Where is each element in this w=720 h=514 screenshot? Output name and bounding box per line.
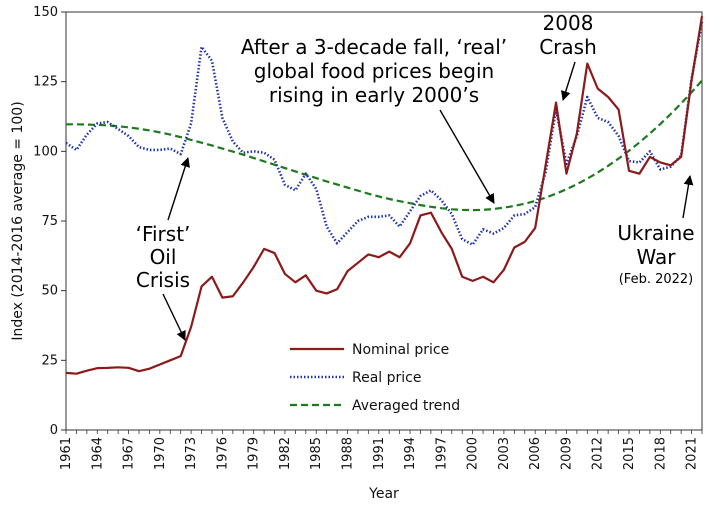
- legend-label: Nominal price: [352, 342, 449, 358]
- oil-crisis-up-arrow: [167, 157, 190, 221]
- crash-arrow: [560, 61, 576, 101]
- oil-line-2: Oil: [150, 245, 177, 269]
- x-axis-ticks: 1961 1964 1967 1970 1973 1976 1979 1982 1985 1988…: [59, 430, 703, 470]
- x-tick-label: 1982: [278, 437, 293, 470]
- y-tick-label: 125: [33, 75, 58, 90]
- y-axis-ticks: 0 25 50 75 100 125 150: [33, 5, 66, 438]
- headline-line-2: global food prices begin: [254, 59, 494, 83]
- series-line-real-price: [65, 21, 704, 246]
- legend-label: Real price: [352, 370, 421, 386]
- oil-crisis-annotation: ‘First’ Oil Crisis: [136, 222, 191, 292]
- x-tick-label: 1967: [122, 437, 137, 470]
- legend: Nominal price Real price Averaged trend: [290, 342, 460, 414]
- x-tick-label: 2006: [528, 437, 543, 470]
- headline-line-3: rising in early 2000’s: [269, 83, 479, 107]
- crash-line-2: Crash: [539, 35, 597, 59]
- y-tick-label: 0: [50, 423, 58, 438]
- y-tick-label: 75: [41, 214, 58, 229]
- crash-annotation: 2008 Crash: [539, 11, 597, 59]
- x-tick-label: 1985: [309, 437, 324, 470]
- headline-annotation: After a 3-decade fall, ‘real’ global foo…: [241, 35, 507, 107]
- oil-line-1: ‘First’: [136, 222, 191, 246]
- x-tick-label: 2000: [466, 437, 481, 470]
- x-tick-label: 1961: [59, 437, 74, 470]
- y-tick-label: 150: [33, 5, 58, 20]
- series-line-nominal-price: [65, 16, 704, 375]
- ukraine-annotation: Ukraine War (Feb. 2022): [617, 221, 694, 287]
- series-layer: [65, 16, 704, 375]
- x-tick-label: 2003: [497, 437, 512, 470]
- oil-crisis-down-arrow: [162, 293, 186, 341]
- headline-line-1: After a 3-decade fall, ‘real’: [241, 35, 507, 59]
- ukraine-line-2: War: [637, 245, 677, 269]
- ukraine-line-1: Ukraine: [617, 221, 694, 245]
- x-tick-label: 1973: [184, 437, 199, 470]
- x-tick-label: 2012: [591, 437, 606, 470]
- x-tick-label: 1997: [434, 437, 449, 470]
- y-tick-label: 25: [41, 353, 58, 368]
- x-tick-label: 2021: [685, 437, 700, 470]
- x-tick-label: 1976: [215, 437, 230, 470]
- y-tick-label: 100: [33, 144, 58, 159]
- y-tick-label: 50: [41, 284, 58, 299]
- x-tick-label: 2018: [653, 437, 668, 470]
- headline-arrow: [439, 109, 495, 204]
- crash-line-1: 2008: [543, 11, 594, 35]
- x-tick-label: 1994: [403, 437, 418, 470]
- ukraine-arrow: [682, 175, 694, 219]
- y-axis-title: Index (2014-2016 average = 100): [10, 101, 26, 340]
- x-tick-label: 2015: [622, 437, 637, 470]
- x-tick-label: 1970: [153, 437, 168, 470]
- x-axis-title: Year: [368, 486, 399, 502]
- oil-line-3: Crisis: [136, 268, 190, 292]
- x-tick-label: 2009: [559, 437, 574, 470]
- legend-label: Averaged trend: [352, 398, 460, 414]
- x-tick-label: 1979: [247, 437, 262, 470]
- x-tick-label: 1991: [372, 437, 387, 470]
- x-tick-label: 1988: [341, 437, 356, 470]
- ukraine-date: (Feb. 2022): [619, 272, 694, 287]
- x-tick-label: 1964: [90, 437, 105, 470]
